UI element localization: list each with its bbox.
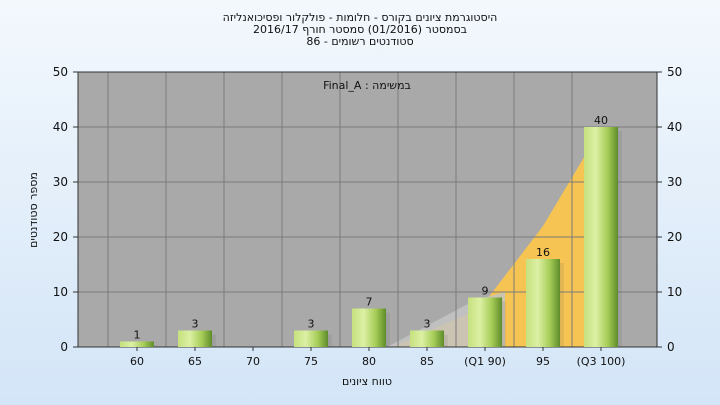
y-tick-label-right: 50 xyxy=(667,65,682,79)
y-axis-title: מספר סטודנטים xyxy=(27,172,40,248)
chart-title-line-2: בסמסטר (01/2016) סמסטר חורף 2016/17 xyxy=(253,23,467,36)
data-label: 40 xyxy=(594,114,608,127)
y-tick-label-right: 10 xyxy=(667,285,682,299)
x-tick-label: 95 xyxy=(536,355,550,368)
y-tick-label-left: 40 xyxy=(53,120,68,134)
bar xyxy=(410,330,444,347)
bar xyxy=(352,308,386,347)
x-tick-label: 80 xyxy=(362,355,376,368)
data-label: 9 xyxy=(482,285,489,298)
bar xyxy=(294,330,328,347)
x-tick-label: 85 xyxy=(420,355,434,368)
bar xyxy=(120,341,154,347)
bar xyxy=(584,127,618,347)
y-tick-label-right: 20 xyxy=(667,230,682,244)
bar xyxy=(526,259,560,347)
y-tick-label-left: 0 xyxy=(60,340,68,354)
x-axis-title: טווח ציונים xyxy=(342,375,392,388)
y-tick-label-left: 30 xyxy=(53,175,68,189)
chart-title-line-3: סטודנטים רשומים - 86 xyxy=(306,35,414,48)
bar xyxy=(468,297,502,347)
data-label: 3 xyxy=(192,318,199,331)
legend-label: במשימה : Final_A xyxy=(323,79,411,92)
data-label: 3 xyxy=(308,318,315,331)
data-label: 1 xyxy=(134,329,141,342)
x-tick-label: 60 xyxy=(130,355,144,368)
y-tick-label-right: 0 xyxy=(667,340,675,354)
chart-title-line-1: היסטוגרמת ציונים בקורס - חלומות - פולקלו… xyxy=(222,11,498,24)
x-tick-label: 70 xyxy=(246,355,260,368)
y-tick-label-left: 10 xyxy=(53,285,68,299)
x-tick-label: (Q1 90) xyxy=(464,355,506,368)
x-tick-label: 65 xyxy=(188,355,202,368)
bar xyxy=(178,330,212,347)
y-tick-label-left: 50 xyxy=(53,65,68,79)
x-tick-label: (Q3 100) xyxy=(577,355,626,368)
y-tick-label-right: 30 xyxy=(667,175,682,189)
y-tick-label-left: 20 xyxy=(53,230,68,244)
data-label: 16 xyxy=(536,246,550,259)
data-label: 7 xyxy=(366,296,373,309)
x-tick-label: 75 xyxy=(304,355,318,368)
y-tick-label-right: 40 xyxy=(667,120,682,134)
data-label: 3 xyxy=(424,318,431,331)
